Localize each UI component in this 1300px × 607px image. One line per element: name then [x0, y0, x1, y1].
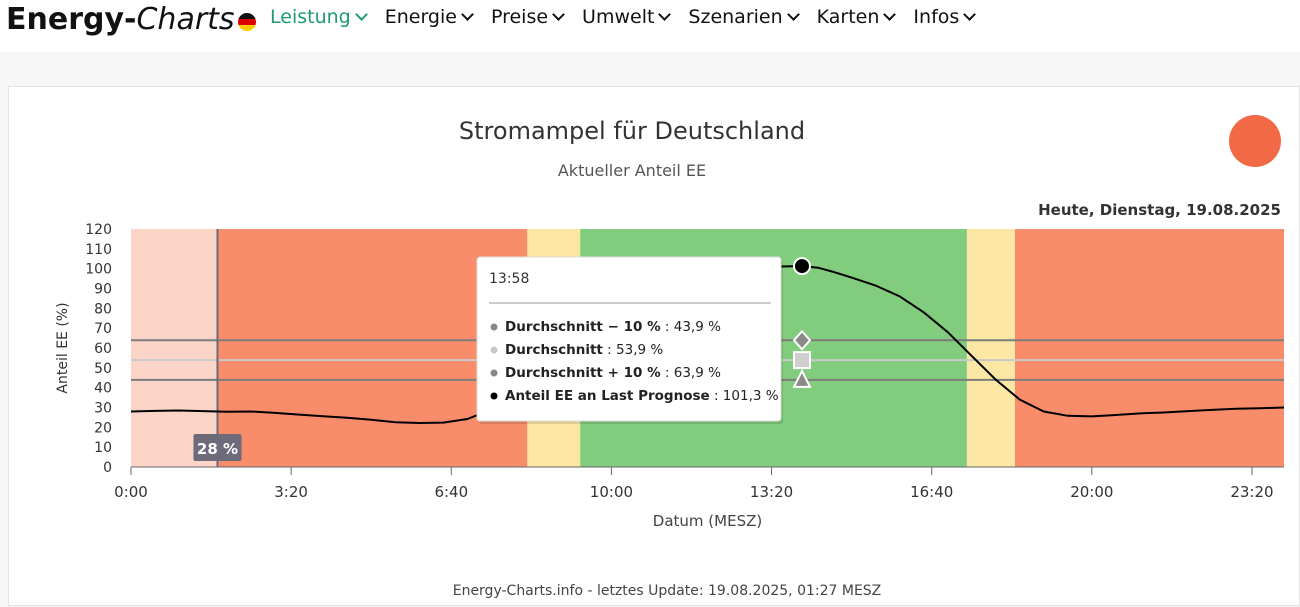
tooltip-box: [476, 256, 782, 422]
tooltip-row-dot: [490, 392, 498, 400]
y-tick-label: 10: [94, 440, 112, 456]
reference-point-triangle: [792, 368, 812, 388]
current-value-label: 28 %: [197, 440, 238, 458]
tooltip-row-value: 63,9 %: [674, 365, 721, 381]
y-axis-label: Anteil EE (%): [55, 302, 71, 393]
chevron-down-icon: [354, 8, 368, 21]
x-tick-label: 20:00: [1070, 483, 1113, 501]
top-navbar: Energy-Charts Leistung Energie Preise Umwel…: [0, 0, 1300, 52]
nav-item-umwelt[interactable]: Umwelt: [582, 6, 672, 28]
x-axis-label: Datum (MESZ): [653, 512, 762, 530]
tooltip-row-value: 43,9 %: [674, 319, 721, 335]
y-tick-label: 40: [94, 381, 112, 397]
y-tick-label: 0: [103, 460, 112, 476]
chart-subtitle: Aktueller Anteil EE: [558, 161, 706, 180]
y-tick-label: 110: [85, 242, 112, 258]
chevron-down-icon: [786, 8, 800, 21]
zone-past: [131, 229, 218, 467]
y-tick-label: 50: [94, 361, 112, 377]
y-tick-label: 80: [94, 301, 112, 317]
nav-item-infos[interactable]: Infos: [913, 6, 977, 28]
chevron-down-icon: [963, 8, 977, 21]
reference-point-square: [792, 351, 811, 370]
tooltip-row-separator: :: [661, 319, 674, 335]
y-tick-label: 120: [85, 222, 112, 238]
tooltip-row-value: 101,3 %: [723, 388, 779, 404]
stromampel-chart: Stromampel für Deutschland Aktueller Ante…: [55, 115, 1285, 599]
chevron-down-icon: [658, 8, 672, 21]
tooltip-time: 13:58: [489, 271, 529, 287]
tooltip-row-name: Anteil EE an Last Prognose: [505, 388, 710, 404]
zone-yellow: [966, 229, 1015, 467]
nav-item-leistung[interactable]: Leistung: [270, 6, 368, 28]
series-point-marker: [792, 257, 811, 276]
tooltip-row-separator: :: [603, 342, 616, 358]
tooltip-row-dot: [490, 346, 498, 354]
logo[interactable]: Energy-Charts: [6, 2, 256, 37]
tooltip-row: Durchschnitt : 53,9 %: [505, 342, 663, 358]
nav-item-karten[interactable]: Karten: [817, 6, 897, 28]
tooltip-row-separator: :: [710, 388, 723, 404]
x-tick-label: 13:20: [750, 483, 793, 501]
tooltip-row-separator: :: [661, 365, 674, 381]
zone-red: [217, 229, 528, 467]
x-tick-label: 6:40: [434, 483, 468, 501]
y-tick-label: 90: [94, 282, 112, 298]
tooltip-row-name: Durchschnitt: [505, 342, 603, 358]
y-tick-label: 60: [94, 341, 112, 357]
reference-point-diamond: [792, 329, 812, 351]
y-tick-label: 30: [94, 401, 112, 417]
tooltip-row-name: Durchschnitt − 10 %: [505, 319, 661, 335]
chart-title: Stromampel für Deutschland: [459, 117, 805, 145]
zone-red: [1014, 229, 1284, 467]
nav-item-szenarien[interactable]: Szenarien: [688, 6, 800, 28]
date-label: Heute, Dienstag, 19.08.2025: [1038, 201, 1281, 219]
chart-footer: Energy-Charts.info - letztes Update: 19.…: [453, 583, 882, 599]
chevron-down-icon: [461, 8, 474, 21]
current-value-badge: [193, 434, 242, 461]
chart-card: Stromampel für Deutschland Aktueller Ante…: [8, 86, 1300, 606]
nav-item-energie[interactable]: Energie: [385, 6, 474, 28]
x-tick-label: 16:40: [910, 483, 953, 501]
tooltip-row-dot: [490, 369, 498, 377]
x-tick-label: 10:00: [590, 483, 633, 501]
tooltip-row-name: Durchschnitt + 10 %: [505, 365, 661, 381]
y-tick-label: 70: [94, 321, 112, 337]
y-tick-label: 100: [85, 262, 112, 278]
nav-item-preise[interactable]: Preise: [491, 6, 565, 28]
x-tick-label: 23:20: [1230, 483, 1273, 501]
tooltip-row: Durchschnitt + 10 % : 63,9 %: [505, 365, 721, 381]
status-light-icon: [1229, 115, 1281, 167]
tooltip-row-dot: [490, 323, 498, 331]
y-tick-label: 20: [94, 420, 112, 436]
tooltip-row: Durchschnitt − 10 % : 43,9 %: [505, 319, 721, 335]
chevron-down-icon: [883, 8, 897, 21]
main-nav: Leistung Energie Preise Umwelt Szenarien Kart…: [270, 6, 993, 28]
tooltip-row-value: 53,9 %: [616, 342, 663, 358]
chevron-down-icon: [552, 8, 565, 21]
tooltip-row: Anteil EE an Last Prognose : 101,3 %: [505, 388, 779, 404]
x-tick-label: 3:20: [274, 483, 308, 501]
german-flag-icon: [237, 13, 256, 31]
x-tick-label: 0:00: [114, 483, 148, 501]
